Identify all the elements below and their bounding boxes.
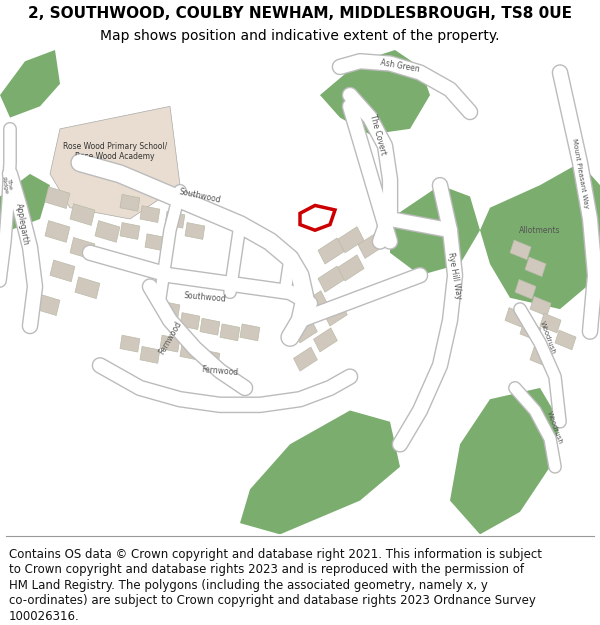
FancyBboxPatch shape [50,260,75,282]
Polygon shape [0,50,60,118]
Text: Southwood: Southwood [178,188,222,205]
FancyBboxPatch shape [75,277,100,299]
FancyBboxPatch shape [180,312,200,329]
Text: Southwood: Southwood [184,291,227,304]
Text: Woodrush: Woodrush [539,320,557,354]
Polygon shape [390,185,480,275]
Polygon shape [50,106,180,219]
Text: Map shows position and indicative extent of the property.: Map shows position and indicative extent… [100,29,500,43]
Text: Rose Wood Primary School/
Rose Wood Academy: Rose Wood Primary School/ Rose Wood Acad… [63,142,167,161]
FancyBboxPatch shape [293,319,317,343]
Text: Contains OS data © Crown copyright and database right 2021. This information is : Contains OS data © Crown copyright and d… [9,548,542,561]
FancyBboxPatch shape [185,222,205,239]
Text: to Crown copyright and database rights 2023 and is reproduced with the permissio: to Crown copyright and database rights 2… [9,563,524,576]
Text: Allotments: Allotments [519,226,561,235]
Text: HM Land Registry. The polygons (including the associated geometry, namely x, y: HM Land Registry. The polygons (includin… [9,579,488,592]
FancyBboxPatch shape [358,232,384,258]
FancyBboxPatch shape [120,335,140,352]
Text: Applegarth: Applegarth [14,202,30,246]
FancyBboxPatch shape [220,324,240,341]
FancyBboxPatch shape [160,335,180,352]
FancyBboxPatch shape [304,291,328,315]
FancyBboxPatch shape [45,221,70,243]
FancyBboxPatch shape [120,222,140,239]
FancyBboxPatch shape [525,257,546,277]
FancyBboxPatch shape [323,302,347,326]
Polygon shape [240,411,400,534]
FancyBboxPatch shape [165,211,185,228]
FancyBboxPatch shape [515,279,536,299]
FancyBboxPatch shape [318,238,344,264]
FancyBboxPatch shape [510,240,531,260]
Text: co-ordinates) are subject to Crown copyright and database rights 2023 Ordnance S: co-ordinates) are subject to Crown copyr… [9,594,536,608]
FancyBboxPatch shape [520,321,541,341]
Text: Mount Pleasant Way: Mount Pleasant Way [571,138,589,209]
FancyBboxPatch shape [120,194,140,211]
FancyBboxPatch shape [200,318,220,335]
FancyBboxPatch shape [45,187,70,209]
Text: 100026316.: 100026316. [9,609,80,622]
Text: Fernwood: Fernwood [157,319,183,356]
FancyBboxPatch shape [240,324,260,341]
Text: Woodrush: Woodrush [546,410,564,445]
FancyBboxPatch shape [293,347,317,371]
FancyBboxPatch shape [160,301,180,318]
Polygon shape [450,388,560,534]
FancyBboxPatch shape [145,234,165,251]
FancyBboxPatch shape [180,343,200,360]
FancyBboxPatch shape [35,294,60,316]
Text: The Covert: The Covert [368,113,388,156]
FancyBboxPatch shape [530,296,551,316]
FancyBboxPatch shape [505,308,526,328]
FancyBboxPatch shape [95,221,120,243]
Text: Fernwood: Fernwood [201,365,239,377]
Text: 2, SOUTHWOOD, COULBY NEWHAM, MIDDLESBROUGH, TS8 0UE: 2, SOUTHWOOD, COULBY NEWHAM, MIDDLESBROU… [28,6,572,21]
FancyBboxPatch shape [318,266,344,292]
FancyBboxPatch shape [140,346,160,363]
FancyBboxPatch shape [540,313,561,333]
FancyBboxPatch shape [338,227,364,253]
FancyBboxPatch shape [555,330,576,350]
FancyBboxPatch shape [140,206,160,222]
FancyBboxPatch shape [70,238,95,259]
Polygon shape [320,50,430,134]
Text: Ash Green: Ash Green [380,58,420,74]
FancyBboxPatch shape [530,347,551,367]
FancyBboxPatch shape [70,204,95,226]
Polygon shape [480,162,600,309]
Text: The
Ridge: The Ridge [0,176,14,195]
FancyBboxPatch shape [314,328,337,352]
FancyBboxPatch shape [338,255,364,281]
Polygon shape [0,174,50,230]
FancyBboxPatch shape [200,350,220,367]
Text: Rye Hill Way: Rye Hill Way [446,251,464,299]
